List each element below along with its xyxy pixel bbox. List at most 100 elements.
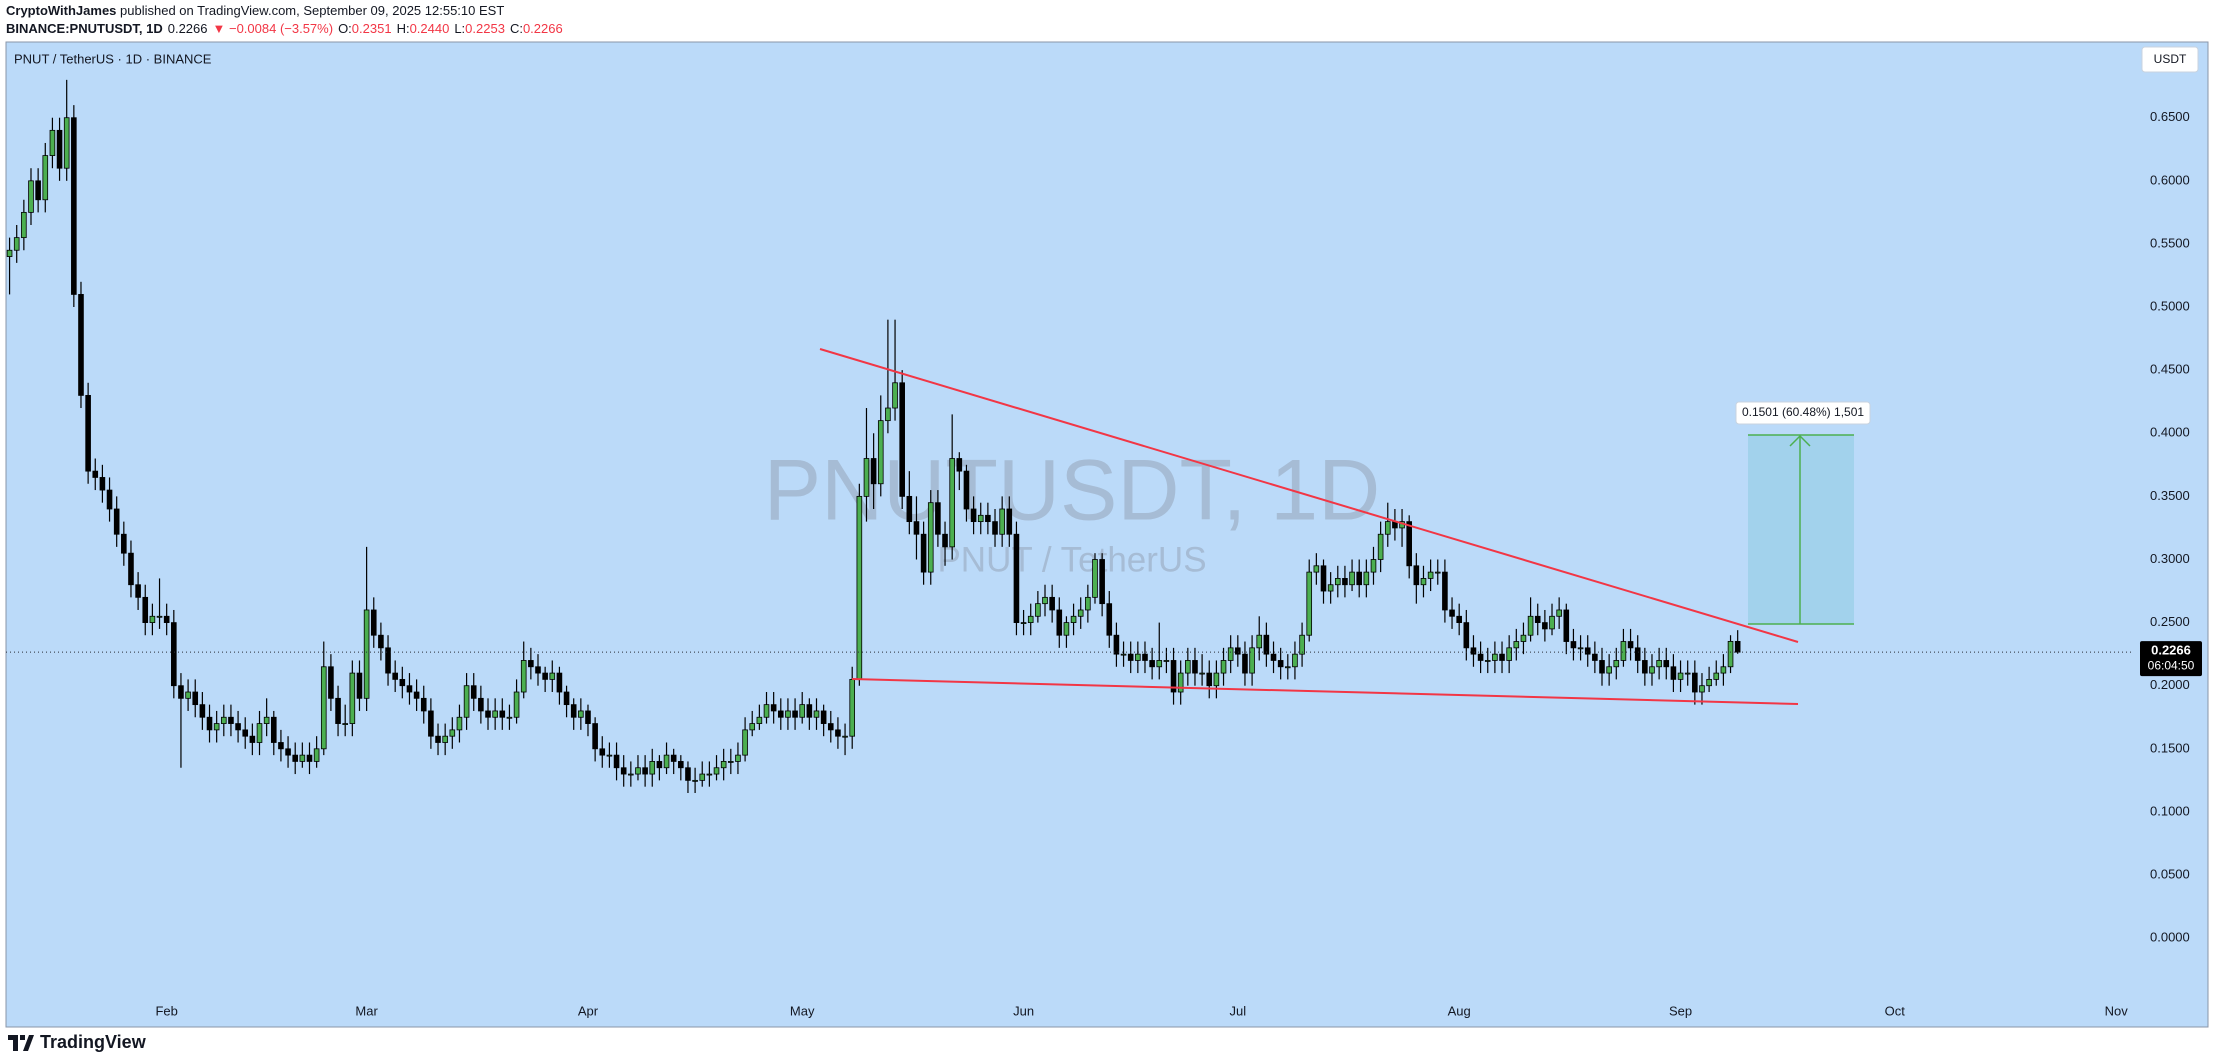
trend-line (819, 348, 1799, 643)
candle-body (906, 495, 913, 523)
y-tick-label: 0.6000 (2150, 172, 2190, 187)
candle-body (1263, 634, 1270, 655)
candle-body (1584, 647, 1591, 655)
measure-box (1748, 435, 1854, 624)
candle-body (106, 489, 113, 510)
candle-body (835, 729, 841, 737)
candle-body (435, 735, 441, 743)
candle-body (1463, 622, 1470, 649)
candle-body (1427, 571, 1434, 579)
trend-line (851, 678, 1799, 705)
candle-body (1177, 672, 1184, 693)
candle-body (1327, 584, 1334, 592)
candle-body (785, 710, 791, 718)
candle-body (1656, 660, 1662, 668)
header-line: BINANCE:PNUTUSDT, 1D 0.2266 ▼ −0.0084 (−3.… (6, 20, 563, 38)
candle-body (1127, 653, 1134, 661)
o-label: O: (338, 21, 352, 36)
candle-body (1284, 666, 1291, 669)
candle-body (1092, 559, 1098, 598)
candle-body (1470, 647, 1477, 655)
candle-body (1035, 603, 1041, 617)
candle-body (1363, 571, 1370, 586)
candle-body (1599, 660, 1605, 674)
candle-body (542, 672, 548, 680)
candle-body (1013, 533, 1020, 623)
candle-body (656, 761, 663, 769)
y-tick-label: 0.4500 (2150, 362, 2190, 377)
x-tick-label: Aug (1448, 1003, 1471, 1018)
candle-body (370, 609, 377, 636)
candle-body (992, 521, 998, 535)
candle-body (285, 748, 291, 756)
candle-body (335, 697, 341, 724)
candle-body (556, 672, 563, 693)
candle-body (999, 508, 1005, 535)
candle-body (728, 761, 734, 763)
footer: TradingView (8, 1032, 146, 1053)
candle-body (956, 458, 963, 472)
candle-body (249, 735, 256, 743)
brand-logo (8, 1034, 34, 1051)
candle-body (413, 691, 420, 699)
candle-body (1077, 609, 1084, 617)
candle-body (220, 716, 227, 724)
candle-body (306, 754, 313, 762)
drawings: 0.1501 (60.48%) 1,501 (819, 348, 1871, 705)
candles (6, 79, 1741, 793)
candle-body (356, 672, 363, 699)
candle-body (121, 533, 127, 554)
candle-body (649, 761, 656, 775)
candle-body (635, 767, 641, 775)
candle-body (770, 704, 777, 712)
y-tick-label: 0.2500 (2150, 614, 2190, 629)
candle-body (299, 754, 306, 762)
candle-body (606, 754, 613, 757)
candle-body (592, 723, 598, 750)
x-tick-label: Jul (1229, 1003, 1246, 1018)
y-tick-label: 0.6500 (2150, 109, 2190, 124)
y-tick-label: 0.1500 (2150, 740, 2190, 755)
candle-body (913, 521, 920, 535)
candle-body (1434, 571, 1441, 574)
candle-body (470, 685, 477, 699)
candle-body (1384, 521, 1391, 535)
candle-body (985, 514, 991, 523)
currency-label: USDT (2154, 52, 2187, 66)
candle-body (1206, 672, 1213, 687)
candle-body (270, 716, 277, 743)
x-tick-label: Nov (2105, 1003, 2129, 1018)
candle-body (1256, 634, 1263, 649)
author: CryptoWithJames (6, 3, 117, 18)
candle-body (942, 533, 948, 548)
candle-body (970, 508, 977, 523)
candle-body (628, 773, 634, 776)
candle-body (1199, 672, 1205, 675)
candle-body (1349, 571, 1355, 586)
x-tick-label: May (790, 1003, 815, 1018)
y-tick-label: 0.2000 (2150, 677, 2190, 692)
candle-body (1606, 666, 1612, 674)
candle-body (313, 748, 320, 762)
candle-body (342, 723, 348, 725)
candle-body (163, 615, 170, 623)
candle-body (42, 155, 49, 201)
candle-body (1063, 622, 1070, 636)
candle-body (478, 697, 484, 712)
candle-body (670, 754, 677, 762)
candle-body (899, 382, 905, 497)
candle-body (870, 458, 877, 485)
published: published on TradingView.com, September … (120, 3, 505, 18)
brand: TradingView (40, 1032, 146, 1052)
o-value: 0.2351 (351, 21, 392, 36)
y-tick-label: 0.3500 (2150, 488, 2190, 503)
candle-body (185, 691, 191, 699)
candle-body (1663, 660, 1670, 668)
candle-body (1556, 609, 1562, 617)
candle-body (1085, 596, 1091, 611)
currency-button[interactable] (2141, 46, 2199, 73)
candle-body (685, 767, 691, 781)
candle-body (1170, 660, 1177, 693)
candle-body (192, 691, 199, 706)
candle-body (642, 767, 648, 775)
